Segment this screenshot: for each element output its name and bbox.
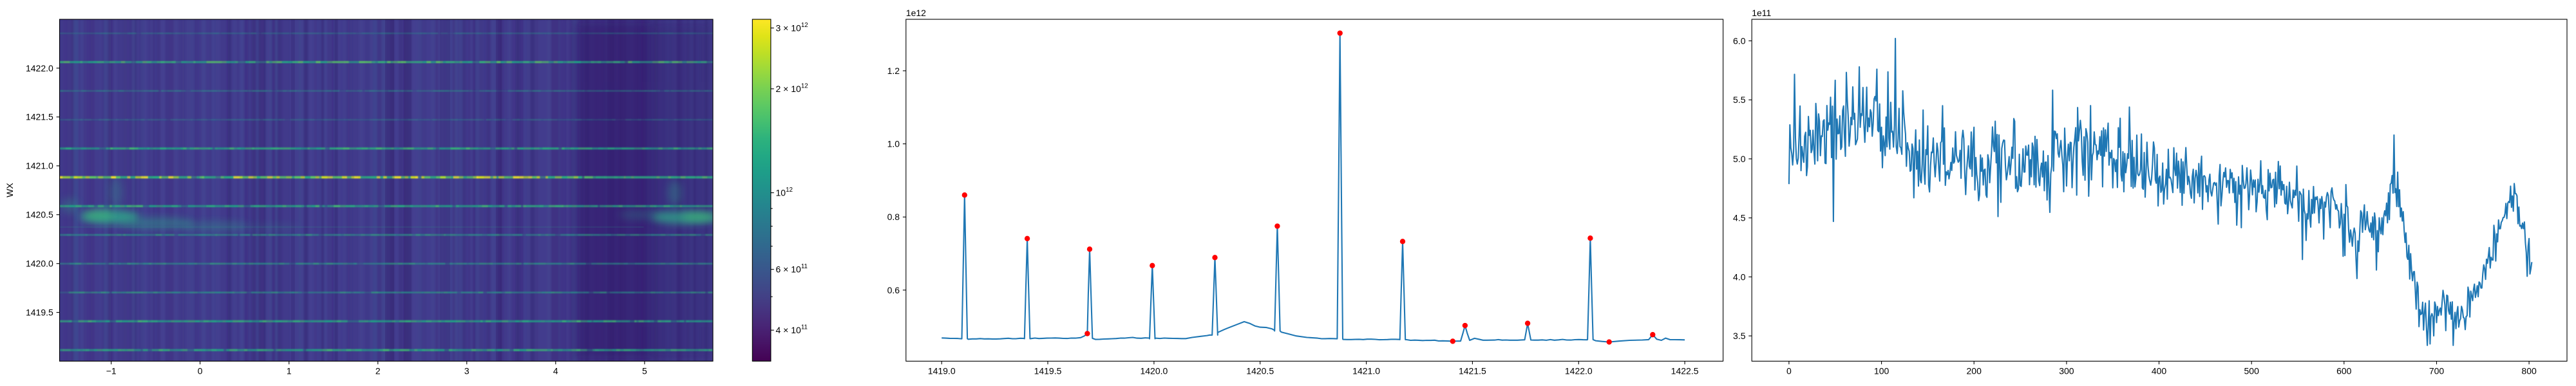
svg-text:0.6: 0.6 xyxy=(887,285,900,295)
svg-text:4: 4 xyxy=(553,366,558,376)
svg-text:5: 5 xyxy=(642,366,647,376)
svg-text:1e11: 1e11 xyxy=(1752,8,1771,18)
svg-text:1419.0: 1419.0 xyxy=(928,366,956,376)
svg-text:700: 700 xyxy=(2429,366,2445,376)
svg-text:4.5: 4.5 xyxy=(1733,213,1746,223)
svg-text:6 × 1011: 6 × 1011 xyxy=(776,263,808,275)
svg-text:400: 400 xyxy=(2152,366,2167,376)
svg-text:5.0: 5.0 xyxy=(1733,154,1746,164)
svg-text:1419.5: 1419.5 xyxy=(26,308,53,318)
svg-text:1421.0: 1421.0 xyxy=(26,161,53,171)
svg-text:6.0: 6.0 xyxy=(1733,35,1746,46)
svg-text:2: 2 xyxy=(375,366,381,376)
svg-text:1422.0: 1422.0 xyxy=(26,63,53,73)
svg-text:1420.5: 1420.5 xyxy=(26,210,53,220)
svg-text:1421.0: 1421.0 xyxy=(1352,366,1380,376)
svg-text:800: 800 xyxy=(2521,366,2537,376)
svg-text:3: 3 xyxy=(464,366,469,376)
svg-text:4.0: 4.0 xyxy=(1733,271,1746,282)
svg-text:300: 300 xyxy=(2059,366,2074,376)
svg-text:500: 500 xyxy=(2244,366,2260,376)
svg-text:3 × 1012: 3 × 1012 xyxy=(776,22,808,33)
svg-text:WX: WX xyxy=(5,183,15,198)
svg-text:1420.5: 1420.5 xyxy=(1246,366,1274,376)
svg-text:200: 200 xyxy=(1967,366,1982,376)
svg-text:0: 0 xyxy=(198,366,203,376)
svg-text:1421.5: 1421.5 xyxy=(26,112,53,122)
svg-text:0.8: 0.8 xyxy=(887,212,900,222)
svg-text:100: 100 xyxy=(1874,366,1889,376)
svg-text:1420.0: 1420.0 xyxy=(1140,366,1168,376)
svg-text:1421.5: 1421.5 xyxy=(1459,366,1486,376)
svg-text:1.0: 1.0 xyxy=(887,139,900,149)
svg-text:0: 0 xyxy=(1786,366,1792,376)
svg-text:1422.5: 1422.5 xyxy=(1671,366,1699,376)
svg-text:1419.5: 1419.5 xyxy=(1034,366,1062,376)
svg-text:4 × 1011: 4 × 1011 xyxy=(776,324,808,336)
svg-text:−1: −1 xyxy=(106,366,117,376)
svg-text:1420.0: 1420.0 xyxy=(26,259,53,269)
svg-text:1422.0: 1422.0 xyxy=(1565,366,1593,376)
svg-text:1e12: 1e12 xyxy=(906,8,926,18)
svg-text:600: 600 xyxy=(2336,366,2352,376)
svg-text:1.2: 1.2 xyxy=(887,66,900,76)
svg-text:3.5: 3.5 xyxy=(1733,331,1746,341)
svg-text:5.5: 5.5 xyxy=(1733,95,1746,105)
svg-text:1: 1 xyxy=(287,366,292,376)
svg-text:2 × 1012: 2 × 1012 xyxy=(776,82,808,94)
